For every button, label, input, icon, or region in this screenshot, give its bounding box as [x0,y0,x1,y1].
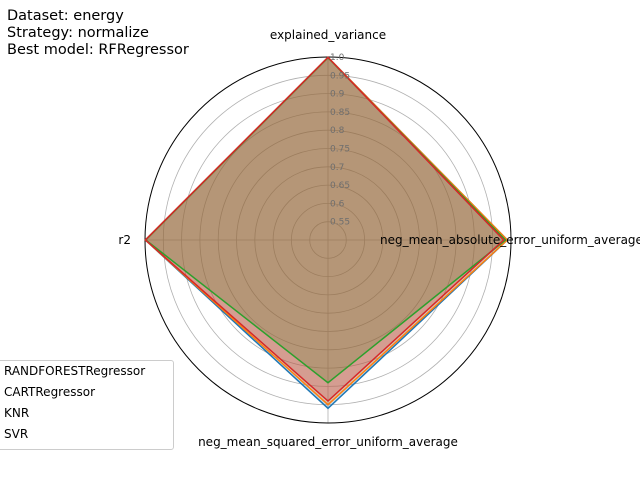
radial-tick-label: 0.7 [330,163,344,173]
legend-entry-randforest: RANDFORESTRegressor [4,364,146,378]
axis-label-2: neg_mean_squared_error_uniform_average [198,435,458,449]
dataset-title: Dataset: energy [7,8,124,24]
best-model-title: Best model: RFRegressor [7,42,189,58]
radial-tick-label: 0.65 [330,181,350,191]
legend-entry-knr: KNR [4,406,30,420]
radial-tick-label: 0.8 [330,126,345,136]
radial-tick-label: 0.55 [330,218,350,228]
axis-label-1: neg_mean_absolute_error_uniform_average [380,233,640,247]
legend-entry-svr: SVR [4,427,29,441]
radial-tick-label: 0.6 [330,199,345,209]
radial-tick-label: 0.85 [330,108,350,118]
series-line-3 [144,56,505,403]
series-fill-1 [145,57,508,405]
series-fill-2 [145,57,506,383]
radial-tick-label: 1.0 [330,53,345,63]
radial-tick-label: 0.95 [330,71,350,81]
legend: RANDFORESTRegressor CARTRegressor KNR SV… [0,360,174,450]
legend-entry-cart: CARTRegressor [4,385,96,399]
axis-label-3: r2 [118,233,131,247]
strategy-title: Strategy: normalize [7,25,149,41]
axis-label-0: explained_variance [270,28,386,42]
radial-tick-label: 0.75 [330,145,350,155]
radial-tick-label: 0.9 [330,90,345,100]
series-fill-3 [145,57,504,402]
